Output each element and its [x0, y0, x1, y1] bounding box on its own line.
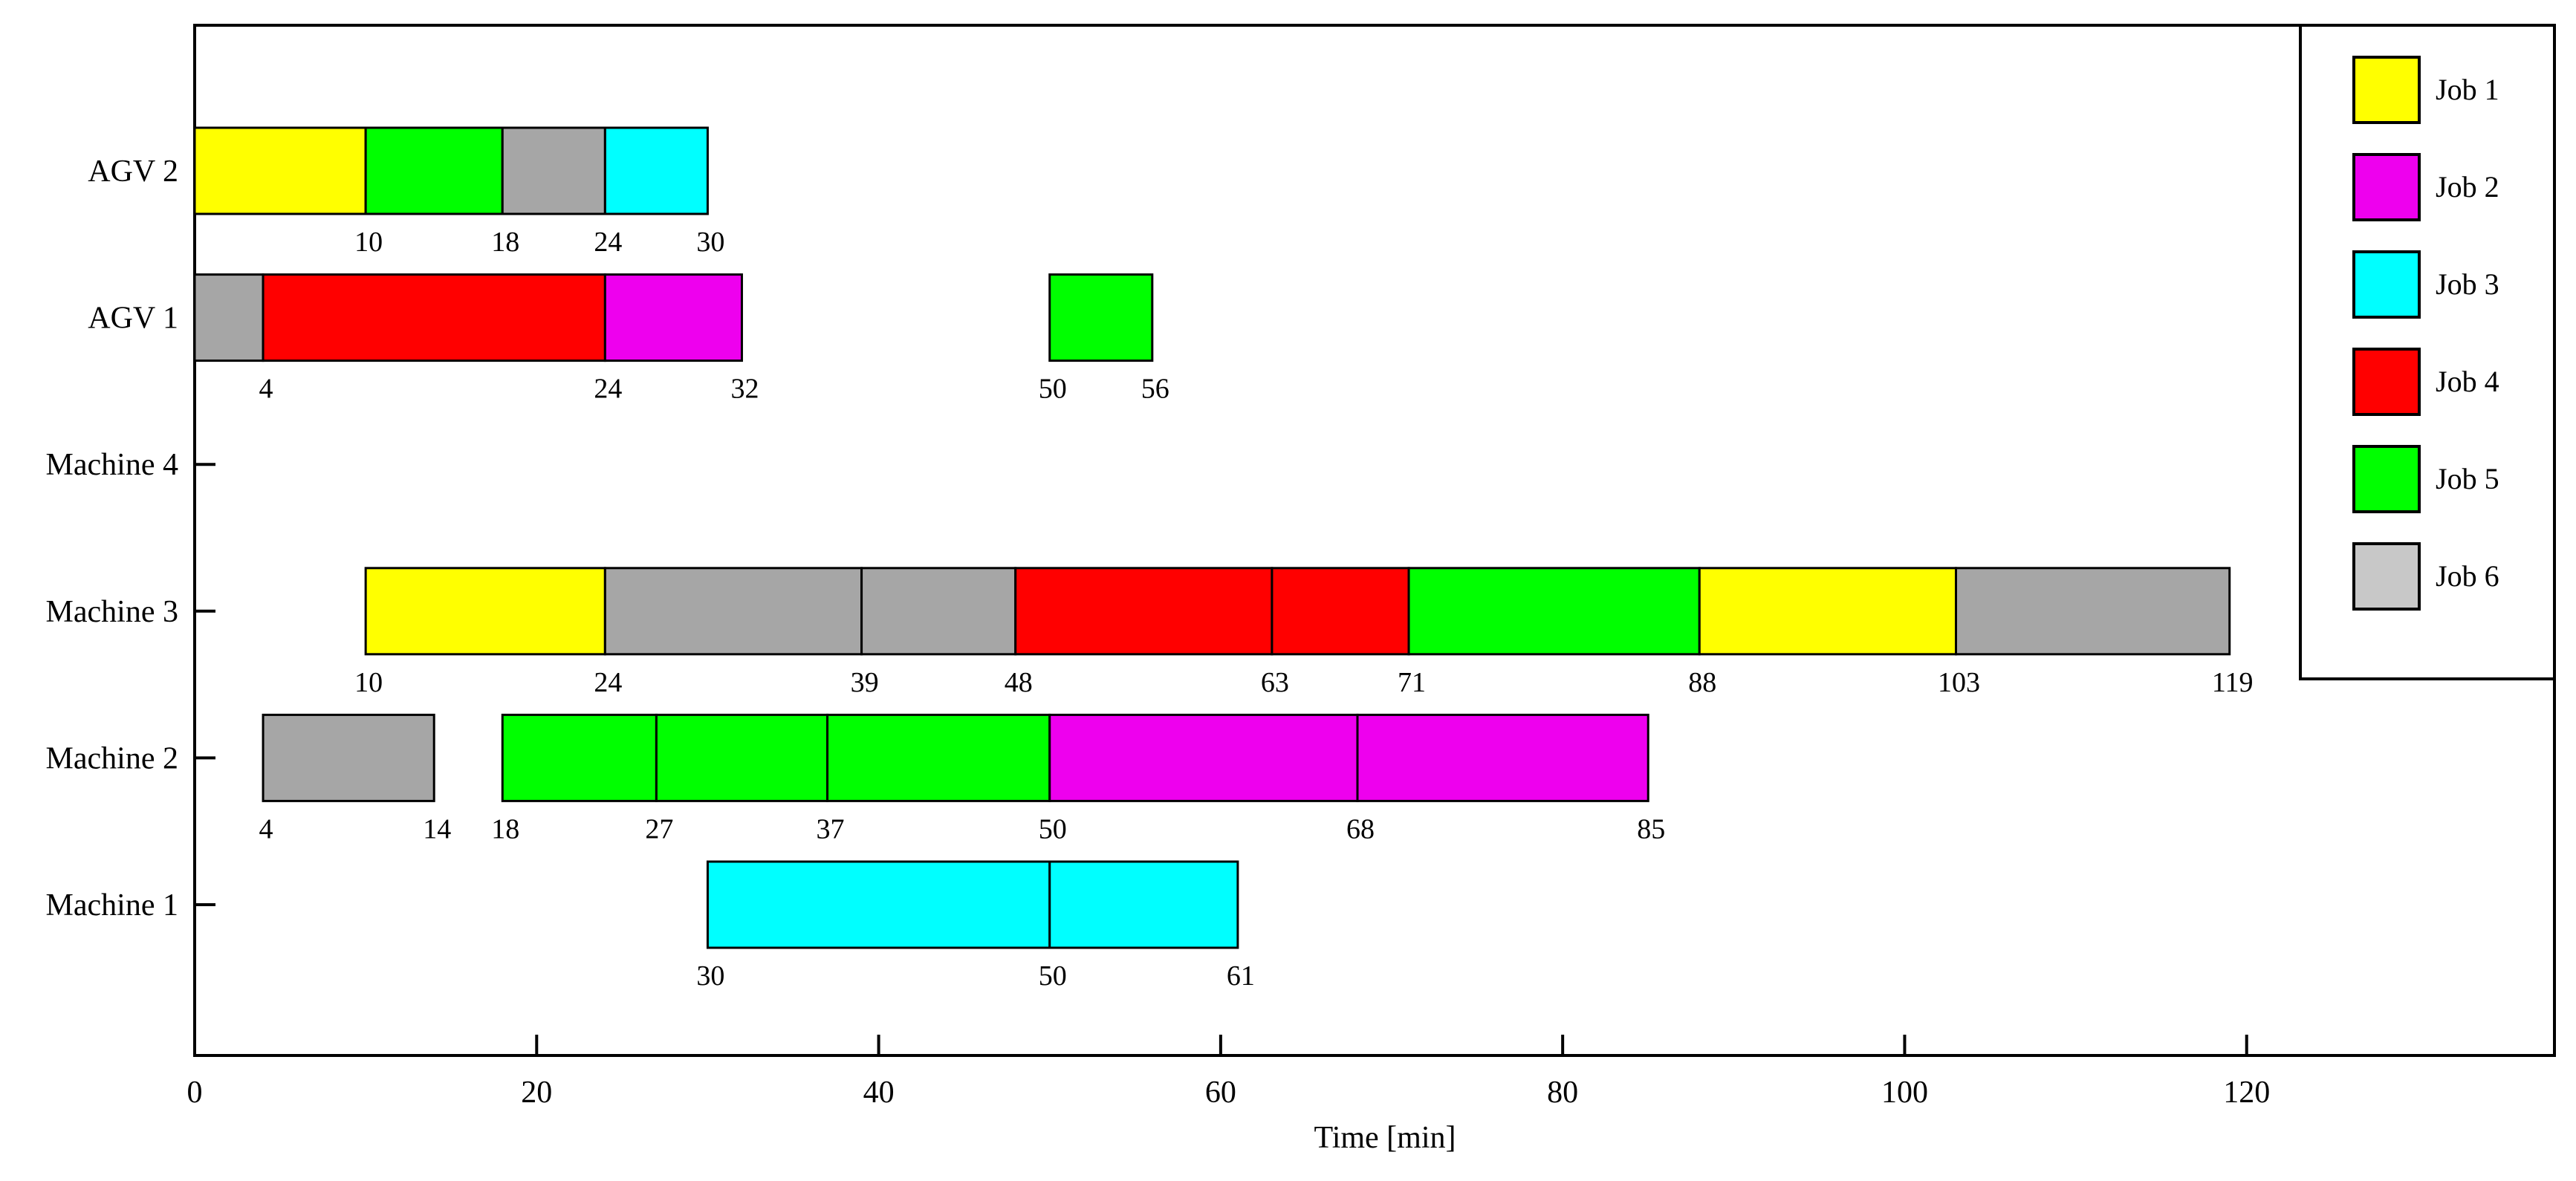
legend-swatch-job-3 [2352, 250, 2421, 319]
task-bar-machine-1-job-3-50 [1048, 860, 1239, 949]
task-bar-machine-2-job-2-50 [1048, 713, 1359, 802]
time-label-machine-2-14: 14 [423, 813, 451, 845]
x-tick-label-100: 100 [1881, 1076, 1928, 1110]
x-tick-label-80: 80 [1547, 1076, 1578, 1110]
time-label-machine-3-39: 39 [851, 667, 879, 698]
task-bar-machine-3-job-5-71 [1407, 567, 1701, 656]
x-axis-label: Time [min] [1314, 1121, 1456, 1155]
task-bar-machine-3-job-4-48 [1014, 567, 1274, 656]
task-bar-agv-1-job-6-0 [193, 273, 265, 362]
time-label-machine-1-61: 61 [1227, 960, 1255, 992]
time-label-agv-1-24: 24 [594, 374, 622, 405]
task-bar-machine-3-job-6-39 [860, 567, 1017, 656]
legend-swatch-job-5 [2352, 445, 2421, 513]
time-label-machine-1-50: 50 [1039, 960, 1067, 992]
task-bars [193, 126, 2231, 949]
time-label-machine-3-88: 88 [1688, 667, 1716, 698]
task-bar-machine-1-job-3-30 [706, 860, 1051, 949]
legend-label-job-3: Job 3 [2436, 267, 2499, 301]
x-axis: 0 20 40 60 80 100 120 [187, 1035, 2270, 1110]
task-bar-machine-3-job-1-10 [364, 567, 606, 656]
task-bar-machine-3-job-4-63 [1271, 567, 1410, 656]
task-bar-agv-1-job-5-50 [1048, 273, 1154, 362]
time-label-machine-2-18: 18 [491, 813, 519, 845]
task-bar-machine-3-job-1-88 [1698, 567, 1957, 656]
time-label-agv-1-4: 4 [259, 374, 273, 405]
time-label-agv-2-18: 18 [491, 227, 519, 258]
legend-label-job-6: Job 6 [2436, 559, 2499, 593]
task-bar-agv-2-job-3-24 [603, 126, 709, 215]
time-label-agv-2-10: 10 [354, 227, 383, 258]
legend-swatch-job-2 [2352, 153, 2421, 221]
task-bar-machine-2-job-5-27 [655, 713, 829, 802]
time-label-machine-3-71: 71 [1398, 667, 1426, 698]
task-bar-machine-3-job-6-24 [603, 567, 863, 656]
row-label-machine-2: Machine 2 [46, 741, 178, 775]
legend-swatch-job-4 [2352, 348, 2421, 416]
time-label-machine-3-24: 24 [594, 667, 622, 698]
time-label-agv-2-24: 24 [594, 227, 622, 258]
task-bar-agv-2-job-5-10 [364, 126, 504, 215]
task-bar-machine-2-job-5-37 [826, 713, 1051, 802]
row-label-machine-4: Machine 4 [46, 448, 178, 482]
time-label-machine-3-48: 48 [1005, 667, 1033, 698]
legend-label-job-1: Job 1 [2436, 73, 2499, 106]
time-label-machine-2-4: 4 [259, 813, 273, 845]
time-label-agv-1-32: 32 [730, 374, 759, 405]
time-label-machine-1-30: 30 [696, 960, 724, 992]
task-bar-agv-1-job-4-4 [262, 273, 606, 362]
time-label-machine-3-10: 10 [354, 667, 383, 698]
time-labels: 10 18 24 30 4 24 32 50 56 10 24 39 48 63 71 88 103 119 4 14… [259, 227, 2254, 992]
time-label-machine-3-63: 63 [1261, 667, 1289, 698]
x-tick-label-120: 120 [2223, 1076, 2270, 1110]
legend-swatch-job-1 [2352, 56, 2421, 124]
time-label-machine-2-27: 27 [645, 813, 673, 845]
task-bar-machine-2-job-5-18 [501, 713, 658, 802]
time-label-machine-3-119: 119 [2212, 667, 2254, 698]
row-label-machine-3: Machine 3 [46, 595, 178, 629]
legend-label-job-2: Job 2 [2436, 170, 2499, 204]
time-label-machine-2-37: 37 [817, 813, 845, 845]
time-label-machine-2-50: 50 [1039, 813, 1067, 845]
time-label-agv-1-50: 50 [1039, 374, 1067, 405]
time-label-agv-1-56: 56 [1141, 374, 1169, 405]
time-label-machine-3-103: 103 [1938, 667, 1980, 698]
x-tick-label-60: 60 [1205, 1076, 1236, 1110]
row-label-agv-1: AGV 1 [88, 302, 178, 336]
task-bar-machine-2-job-6-4 [262, 713, 435, 802]
time-label-machine-2-85: 85 [1637, 813, 1665, 845]
legend-swatch-job-6 [2352, 542, 2421, 611]
legend-label-job-5: Job 5 [2436, 462, 2499, 495]
time-label-machine-2-68: 68 [1346, 813, 1375, 845]
row-label-agv-2: AGV 2 [88, 154, 178, 189]
x-tick-label-40: 40 [863, 1076, 895, 1110]
time-label-agv-2-30: 30 [696, 227, 724, 258]
task-bar-agv-1-job-2-24 [603, 273, 743, 362]
legend-label-job-4: Job 4 [2436, 365, 2499, 398]
x-tick-label-20: 20 [521, 1076, 552, 1110]
x-tick-label-0: 0 [187, 1076, 203, 1110]
legend-frame [2299, 24, 2556, 680]
task-bar-machine-2-job-2-68 [1356, 713, 1649, 802]
task-bar-agv-2-job-1-0 [193, 126, 367, 215]
task-bar-agv-2-job-6-18 [501, 126, 606, 215]
row-labels: Machine 1 Machine 2 Machine 3 Machine 4 AGV … [46, 154, 215, 923]
row-label-machine-1: Machine 1 [46, 888, 178, 923]
legend: Job 1 Job 2 Job 3 Job 4 Job 5 Job 6 [2299, 24, 2556, 680]
task-bar-machine-3-job-6-103 [1954, 567, 2231, 656]
